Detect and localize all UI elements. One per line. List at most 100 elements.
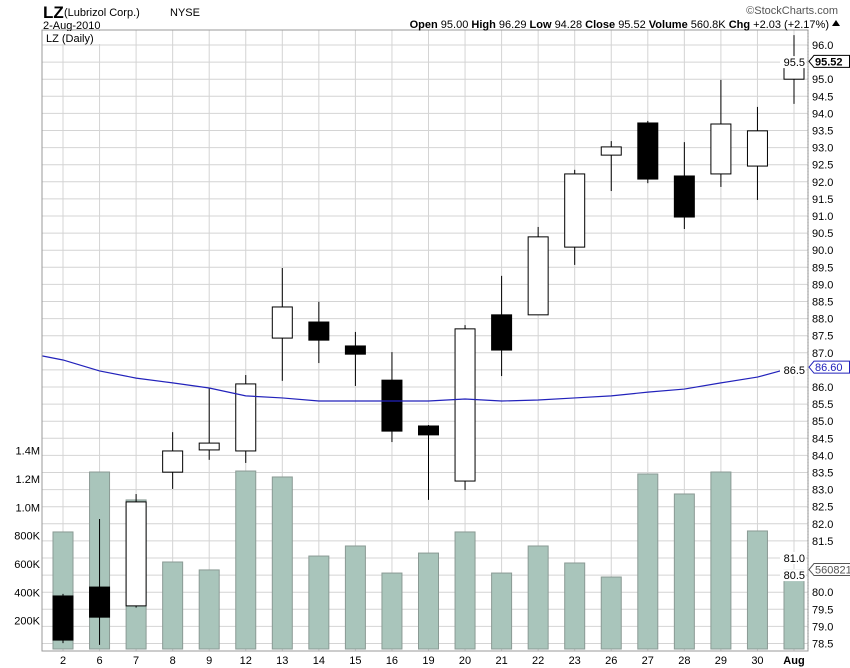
volume-tick-label: 1.2M [16,474,40,486]
volume-tick-label: 1.0M [16,502,40,514]
date-tick-label: 6 [96,655,102,667]
price-tick-label: 82.0 [812,519,833,531]
date-tick-label: 7 [133,655,139,667]
date-tick-label: 21 [495,655,507,667]
volume-bar [527,545,549,650]
last-price-label: 95.52 [815,56,843,68]
price-tick-label: 85.0 [812,416,833,428]
price-tick-label: 94.5 [812,91,833,103]
date-tick-label: 23 [569,655,581,667]
price-tick-label: 79.5 [812,604,833,616]
price-tick-label: 92.5 [812,160,833,172]
price-tick-label: 91.0 [812,211,833,223]
date-tick-label: 22 [532,655,544,667]
volume-bar [564,562,586,650]
volume-bar [600,576,622,650]
price-tick-label: 79.0 [812,621,833,633]
date-tick-label: 28 [678,655,690,667]
price-tick-label-bg [780,552,806,564]
price-tick-label: 93.0 [812,143,833,155]
price-tick-label: 95.0 [812,74,833,86]
price-tick-label: 83.5 [812,468,833,480]
volume-tick-label: 200K [14,616,40,628]
date-tick-label: 26 [605,655,617,667]
date-tick-label: 29 [715,655,727,667]
price-tick-label: 80.0 [812,587,833,599]
price-tick-label: 84.0 [812,450,833,462]
volume-bar [271,476,293,650]
date-tick-label: 9 [206,655,212,667]
watermark: ©StockCharts.com [746,5,838,17]
price-tick-label: 95.5 [784,57,805,69]
candle-body [673,175,695,218]
candles [52,35,805,645]
moving-average-line [41,355,795,402]
chart-title: LZ (Daily) [46,33,94,45]
price-tick-label: 83.0 [812,485,833,497]
date-tick-label: 30 [751,655,763,667]
candle-body [381,379,403,432]
candle-body [418,425,439,436]
price-tick-label: 86.5 [784,365,805,377]
price-tick-label: 96.0 [812,40,833,52]
volume-bar [710,471,732,650]
candle-body [271,306,293,339]
date-tick-label: 16 [386,655,398,667]
price-tick-label: 81.0 [784,553,805,565]
volume-tick-label: 600K [14,559,40,571]
chart-date: 2-Aug-2010 [43,20,101,32]
price-tick-label-bg [780,363,806,376]
date-tick-label: 15 [349,655,361,667]
price-tick-label: 84.5 [812,433,833,445]
price-tick-label: 94.0 [812,108,833,120]
date-tick-label: Aug [783,655,804,667]
date-tick-label: 13 [276,655,288,667]
company-name: (Lubrizol Corp.) [64,7,140,19]
up-arrow-icon [832,20,840,26]
candle-body [527,236,549,316]
date-tick-label: 20 [459,655,471,667]
last-volume-box [808,563,850,577]
volume-tick-label: 800K [14,531,40,543]
candle-body [162,450,184,473]
candle-body [125,501,147,607]
price-tick-label: 88.0 [812,314,833,326]
last-volume-label: 560821. [815,565,850,577]
price-tick-label: 92.0 [812,177,833,189]
volume-bar [637,473,659,650]
price-tick-label: 89.0 [812,279,833,291]
volume-tick-label: 1.4M [16,446,40,458]
price-tick-label: 86.0 [812,382,833,394]
price-tick-label: 89.5 [812,262,833,274]
price-tick-label: 85.5 [812,399,833,411]
price-tick-label: 91.5 [812,194,833,206]
volume-bar [162,561,184,650]
volume-bar [381,572,403,650]
date-tick-label: 14 [313,655,325,667]
candle-body [235,383,257,452]
volume-bar [198,569,220,650]
last-ma-label: 86.60 [815,362,843,374]
volume-bar [418,552,439,650]
candle-body [746,130,768,167]
candle-body [198,442,220,451]
exchange: NYSE [170,7,200,19]
candle-body [710,123,732,175]
date-tick-label: 12 [240,655,252,667]
candle-body [564,173,586,248]
candle-body [344,345,366,355]
candle-body [454,328,476,482]
candle-body [89,586,111,618]
price-tick-label-bg [780,56,806,69]
price-tick-label: 88.5 [812,297,833,309]
price-tick-label: 90.0 [812,245,833,257]
volume-bar [308,555,330,650]
price-tick-label: 90.5 [812,228,833,240]
candle-body [491,314,513,351]
price-tick-label: 81.5 [812,536,833,548]
chart-label-bg [43,31,103,44]
price-tick-label: 82.5 [812,502,833,514]
price-tick-label: 78.5 [812,639,833,651]
symbol: LZ [43,3,64,22]
